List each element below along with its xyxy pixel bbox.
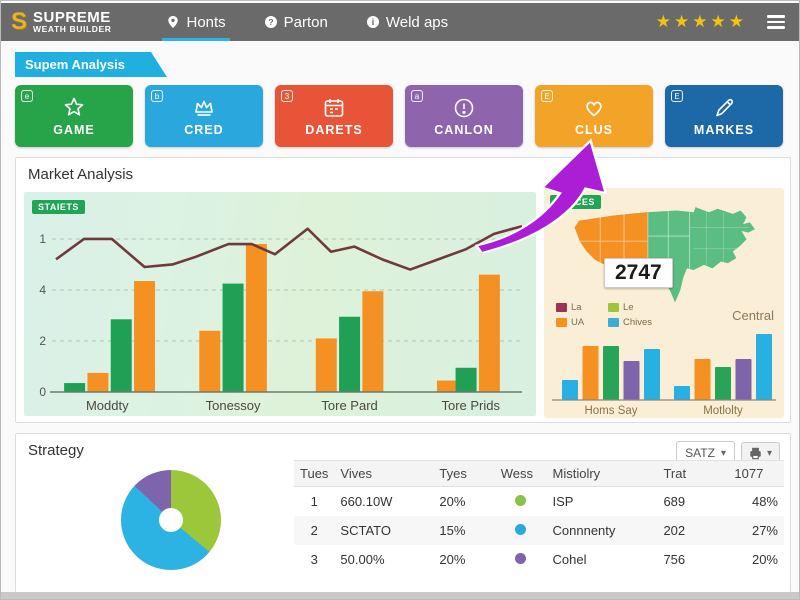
page-bottom-strip [1, 592, 799, 599]
shortcut-cards: e GAME b CRED 3 DARETS a CANLON E CLUS E… [15, 85, 787, 147]
nav-label: Parton [283, 13, 328, 31]
card-game[interactable]: e GAME [15, 85, 133, 147]
panel-title: Market Analysis [28, 166, 134, 183]
svg-text:0: 0 [39, 385, 46, 399]
col-header-tyes[interactable]: Tyes [433, 460, 495, 487]
panel-title: Strategy [28, 442, 84, 459]
nav-menu: Honts ? Parton i Weld aps [162, 3, 448, 41]
col-header-tues[interactable]: Tues [294, 460, 335, 487]
table-row: 1 660.10W 20% ISP 689 48% [310, 494, 778, 509]
col-header-wess[interactable]: Wess [494, 460, 547, 487]
col-header-trat[interactable]: Trat [657, 460, 729, 487]
info-circle-icon: i [366, 16, 379, 28]
combo-chart-area: STAIETS 0 2 4 1 Moddty Tonessoy Tore Pard Tore … [24, 192, 536, 416]
card-label: GAME [53, 123, 95, 137]
hamburger-menu-icon[interactable] [763, 11, 789, 33]
card-markes[interactable]: E MARKES [665, 85, 783, 147]
status-dot [515, 495, 527, 506]
ribbon-label: Supem Analysis [25, 57, 125, 72]
card-corner-badge: b [151, 90, 163, 102]
section-ribbon: Supem Analysis [15, 52, 167, 77]
chart-badge: STACES [550, 195, 601, 209]
usa-map [574, 207, 755, 303]
svg-text:4: 4 [39, 283, 46, 297]
svg-text:2: 2 [39, 334, 46, 348]
legend-swatch [556, 303, 567, 312]
strategy-table: Tues Vives Tyes Wess Mistiolry Trat 1077… [294, 460, 784, 574]
svg-text:?: ? [268, 17, 273, 27]
col-header-mistiolry[interactable]: Mistiolry [546, 460, 658, 487]
map-legend: La Le UA Chives [556, 300, 678, 330]
card-label: DARETS [305, 123, 363, 137]
legend-swatch [608, 318, 619, 327]
card-canlon[interactable]: a CANLON [405, 85, 523, 147]
col-header-vives[interactable]: Vives [334, 460, 434, 487]
navbar: S SUPREME WEATH BUILDER Honts ? Parton i… [1, 3, 799, 41]
table-row: 3 50.00% 20% Cohel 756 20% [310, 552, 778, 567]
legend-item: UA [556, 315, 608, 330]
calendar-icon [322, 95, 346, 121]
svg-text:Moddty: Moddty [86, 398, 129, 413]
table-header-row: Tues Vives Tyes Wess Mistiolry Trat 1077 [294, 460, 784, 487]
combo-chart: 0 2 4 1 Moddty Tonessoy Tore Pard Tore Prids [39, 224, 523, 413]
strategy-panel: Strategy SATZ ▾ VATHER FORMANT Tues Vive… [15, 433, 791, 593]
svg-text:Tore Pard: Tore Pard [321, 398, 377, 413]
status-dot [515, 553, 527, 564]
svg-text:Tonessoy: Tonessoy [206, 398, 261, 413]
chevron-down-icon: ▾ [766, 447, 772, 459]
logo-mark: S [11, 8, 28, 35]
card-corner-badge: E [541, 90, 553, 102]
logo-subtitle: WEATH BUILDER [33, 24, 112, 35]
nav-label: Honts [186, 13, 226, 31]
alert-circle-icon [452, 95, 476, 121]
legend-item: Chives [608, 315, 678, 330]
svg-text:i: i [372, 17, 375, 27]
table-row: 2 SCTATO 15% Connnenty 202 27% [294, 516, 784, 545]
svg-text:Tore Prids: Tore Prids [441, 398, 500, 413]
help-circle-icon: ? [264, 16, 277, 28]
legend-swatch [556, 318, 567, 327]
status-dot [515, 524, 527, 535]
nav-label: Weld aps [385, 13, 449, 31]
svg-text:1: 1 [39, 232, 46, 246]
legend-item: La [556, 300, 608, 315]
card-corner-badge: 3 [281, 90, 293, 102]
legend-swatch [608, 303, 619, 312]
market-analysis-panel: Market Analysis STAIETS 0 2 4 1 Moddty Toness… [15, 157, 791, 423]
pin-icon [168, 16, 179, 28]
card-cred[interactable]: b CRED [145, 85, 263, 147]
nav-item-parton[interactable]: ? Parton [264, 3, 328, 41]
card-corner-badge: e [21, 90, 33, 102]
svg-text:Motlolty: Motlolty [703, 405, 743, 417]
legend-item: Le [608, 300, 678, 315]
heart-icon [582, 95, 606, 121]
map-value-box: 2747 [604, 258, 673, 288]
logo-title: SUPREME [33, 9, 111, 27]
nav-item-honts[interactable]: Honts [162, 3, 230, 41]
map-region-label: Central [732, 308, 774, 323]
app-logo[interactable]: S SUPREME WEATH BUILDER [11, 10, 111, 34]
pencil-icon [712, 95, 736, 121]
nav-item-weld-aps[interactable]: i Weld aps [366, 3, 448, 41]
donut-chart [121, 470, 221, 570]
svg-text:Homs Say: Homs Say [584, 405, 637, 417]
map-west-region [574, 207, 648, 303]
card-label: CRED [184, 123, 224, 137]
crown-icon [192, 95, 216, 121]
card-label: MARKES [693, 123, 755, 137]
card-clus[interactable]: E CLUS [535, 85, 653, 147]
card-darets[interactable]: 3 DARETS [275, 85, 393, 147]
printer-icon [750, 447, 761, 459]
card-label: CANLON [434, 123, 494, 137]
map-bar-chart: Homs Say Motlolty [552, 334, 776, 417]
rating-stars[interactable]: ★★★★★ [655, 12, 747, 31]
card-label: CLUS [574, 123, 614, 137]
map-card: STACES 2747 La Le UA Chives [544, 188, 784, 418]
card-corner-badge: E [671, 90, 683, 102]
col-header-1077[interactable]: 1077 [728, 460, 784, 487]
chart-badge: STAIETS [32, 200, 85, 214]
star-crest-icon [62, 95, 86, 121]
card-corner-badge: a [411, 90, 423, 102]
